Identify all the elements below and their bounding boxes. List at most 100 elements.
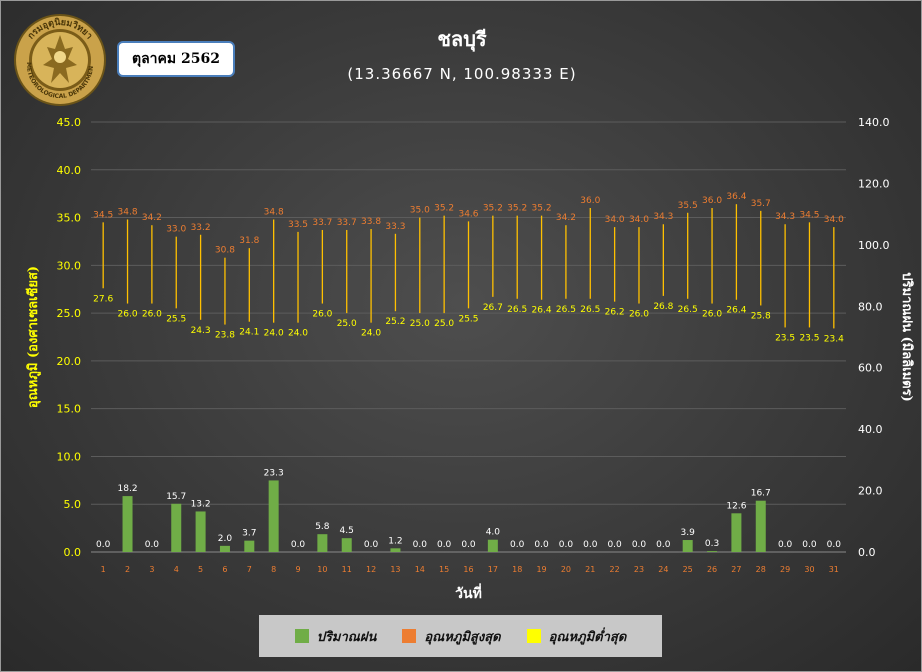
rain-label: 0.0 bbox=[461, 540, 476, 550]
rain-label: 0.0 bbox=[364, 540, 379, 550]
tmin-label: 26.5 bbox=[580, 305, 600, 315]
tmin-label: 26.0 bbox=[312, 310, 332, 320]
y-axis-title-left: อุณหภูมิ (องศาเซลเซียส) bbox=[25, 266, 41, 408]
rain-label: 0.0 bbox=[778, 540, 793, 550]
x-tick: 20 bbox=[561, 565, 571, 574]
x-tick: 16 bbox=[463, 565, 473, 574]
rain-label: 0.3 bbox=[705, 539, 719, 549]
y-tick-right: 80.0 bbox=[858, 300, 883, 313]
rain-label: 0.0 bbox=[510, 540, 525, 550]
rain-label: 0.0 bbox=[802, 540, 817, 550]
tmax-label: 35.0 bbox=[410, 206, 430, 216]
y-tick-left: 25.0 bbox=[57, 307, 82, 320]
tmax-label: 36.4 bbox=[726, 192, 746, 202]
y-axis-title-right: ปริมาณฝน (มิลลิเมตร) bbox=[899, 272, 914, 401]
tmax-label: 33.7 bbox=[337, 218, 357, 228]
rain-bar bbox=[755, 500, 766, 552]
tmin-label: 26.0 bbox=[629, 310, 649, 320]
rain-label: 0.0 bbox=[827, 540, 842, 550]
y-tick-right: 20.0 bbox=[858, 485, 883, 498]
legend-item-tmax: อุณหภูมิสูงสุด bbox=[402, 626, 501, 647]
x-tick: 18 bbox=[512, 565, 522, 574]
tmax-label: 34.3 bbox=[653, 212, 673, 222]
tmax-label: 34.3 bbox=[775, 212, 795, 222]
tmax-label: 34.5 bbox=[799, 210, 819, 220]
rain-label: 0.0 bbox=[437, 540, 452, 550]
tmax-label: 34.6 bbox=[458, 209, 478, 219]
rain-bar bbox=[390, 548, 401, 552]
tmax-label: 35.5 bbox=[678, 201, 698, 211]
rain-label: 4.0 bbox=[486, 528, 501, 538]
legend: ปริมาณฝน อุณหภูมิสูงสุด อุณหภูมิต่ำสุด bbox=[259, 615, 662, 657]
tmax-label: 33.0 bbox=[166, 225, 186, 235]
x-tick: 17 bbox=[488, 565, 498, 574]
y-tick-left: 30.0 bbox=[57, 259, 82, 272]
y-tick-left: 5.0 bbox=[64, 498, 82, 511]
tmin-label: 23.8 bbox=[215, 331, 235, 341]
x-tick: 22 bbox=[610, 565, 620, 574]
rain-label: 3.7 bbox=[242, 529, 256, 539]
tmax-label: 34.8 bbox=[264, 207, 284, 217]
tmin-label: 26.5 bbox=[507, 305, 527, 315]
rain-bar bbox=[219, 545, 230, 552]
tmin-label: 26.2 bbox=[605, 308, 625, 318]
rain-label: 12.6 bbox=[726, 501, 746, 511]
rain-label: 0.0 bbox=[656, 540, 671, 550]
rain-label: 1.2 bbox=[388, 536, 402, 546]
legend-item-tmin: อุณหภูมิต่ำสุด bbox=[526, 626, 626, 647]
x-tick: 8 bbox=[271, 565, 276, 574]
x-tick: 2 bbox=[125, 565, 130, 574]
x-tick: 27 bbox=[731, 565, 741, 574]
legend-label-tmax: อุณหภูมิสูงสุด bbox=[424, 629, 501, 645]
tmin-label: 26.5 bbox=[556, 305, 576, 315]
tmin-label: 24.0 bbox=[361, 329, 381, 339]
tmax-label: 34.2 bbox=[556, 213, 576, 223]
tmin-label: 24.1 bbox=[239, 328, 259, 338]
rain-label: 18.2 bbox=[118, 484, 138, 494]
tmin-label: 25.0 bbox=[410, 319, 430, 329]
x-tick: 4 bbox=[174, 565, 179, 574]
tmax-label: 34.0 bbox=[629, 215, 649, 225]
x-tick: 15 bbox=[439, 565, 449, 574]
rain-label: 0.0 bbox=[145, 540, 160, 550]
rain-bar bbox=[731, 513, 742, 552]
tmax-label: 33.8 bbox=[361, 217, 381, 227]
tmin-label: 23.4 bbox=[824, 334, 844, 344]
y-tick-right: 100.0 bbox=[858, 239, 890, 252]
y-tick-right: 0.0 bbox=[858, 546, 876, 559]
tmin-label: 26.0 bbox=[142, 310, 162, 320]
y-tick-right: 60.0 bbox=[858, 362, 883, 375]
rain-bar bbox=[317, 534, 328, 552]
legend-label-rain: ปริมาณฝน bbox=[316, 629, 377, 645]
x-tick: 21 bbox=[585, 565, 595, 574]
rain-label: 5.8 bbox=[315, 522, 330, 532]
tmax-label: 34.8 bbox=[118, 207, 138, 217]
legend-item-rain: ปริมาณฝน bbox=[294, 626, 377, 647]
tmin-label: 23.5 bbox=[775, 333, 795, 343]
tmin-label: 25.0 bbox=[337, 319, 357, 329]
x-tick: 19 bbox=[536, 565, 546, 574]
tmax-label: 31.8 bbox=[239, 236, 259, 246]
y-tick-left: 20.0 bbox=[57, 355, 82, 368]
tmin-label: 24.0 bbox=[288, 329, 308, 339]
rain-bar bbox=[171, 503, 182, 552]
rain-label: 23.3 bbox=[264, 468, 284, 478]
tmax-label: 34.2 bbox=[142, 213, 162, 223]
rain-label: 0.0 bbox=[96, 540, 111, 550]
tmin-label: 24.0 bbox=[264, 329, 284, 339]
tmin-label: 25.8 bbox=[751, 311, 771, 321]
tmin-label: 27.6 bbox=[93, 294, 113, 304]
tmin-label: 26.0 bbox=[702, 310, 722, 320]
rain-bar bbox=[195, 511, 206, 552]
tmin-label: 26.5 bbox=[678, 305, 698, 315]
rain-label: 15.7 bbox=[166, 492, 186, 502]
tmax-label: 36.0 bbox=[580, 196, 600, 206]
x-tick: 11 bbox=[342, 565, 352, 574]
tmin-label: 25.2 bbox=[385, 317, 405, 327]
x-tick: 30 bbox=[804, 565, 814, 574]
tmin-label: 26.4 bbox=[726, 306, 746, 316]
tmax-label: 35.2 bbox=[434, 204, 454, 214]
y-tick-left: 35.0 bbox=[57, 212, 82, 225]
tmin-label: 26.0 bbox=[118, 310, 138, 320]
rain-label: 0.0 bbox=[632, 540, 647, 550]
